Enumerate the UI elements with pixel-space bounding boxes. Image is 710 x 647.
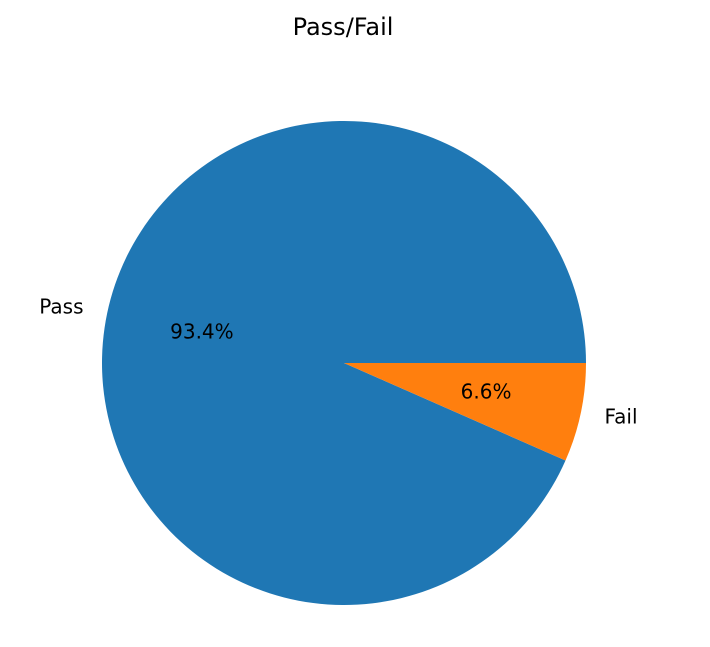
slice-label-pass: Pass — [39, 295, 83, 319]
slice-label-fail: Fail — [604, 404, 637, 428]
pie-labels: Pass 93.4% Fail 6.6% — [39, 295, 637, 429]
chart-title: Pass/Fail — [293, 13, 394, 41]
slice-percent-pass: 93.4% — [170, 320, 234, 344]
slice-fail — [344, 363, 586, 461]
slice-percent-fail: 6.6% — [461, 379, 512, 403]
slice-pass — [101, 120, 587, 605]
pie-slices — [101, 120, 587, 605]
